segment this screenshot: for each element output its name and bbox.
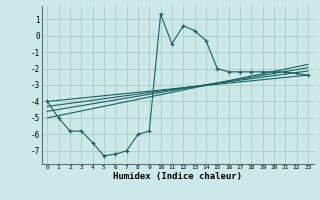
X-axis label: Humidex (Indice chaleur): Humidex (Indice chaleur)	[113, 172, 242, 181]
